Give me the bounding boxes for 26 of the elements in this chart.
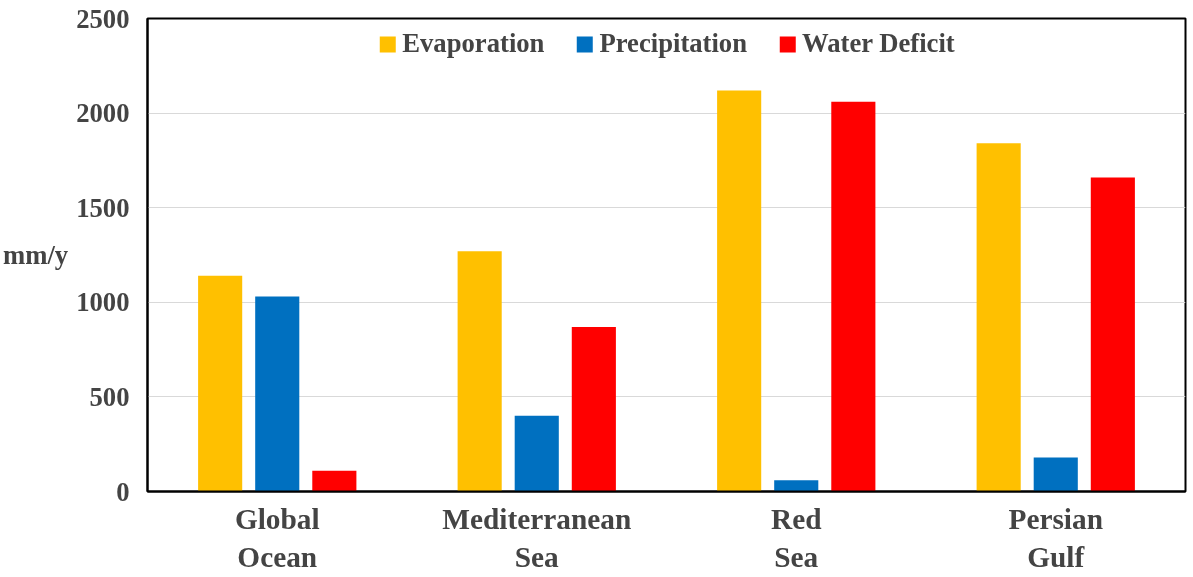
y-tick-label: 1000 — [76, 287, 130, 318]
bar — [976, 143, 1021, 492]
y-tick-label: 0 — [116, 476, 130, 507]
legend-label: Precipitation — [599, 28, 748, 59]
bar — [831, 101, 876, 492]
bar — [514, 415, 559, 492]
bar — [1090, 177, 1135, 492]
bar — [312, 470, 357, 492]
bar — [717, 90, 762, 492]
bar — [457, 251, 502, 492]
y-tick-label: 1500 — [76, 192, 130, 223]
x-tick-label: Global Ocean — [234, 502, 320, 573]
bar — [255, 296, 300, 492]
y-tick-label: 2500 — [76, 3, 130, 34]
x-tick-label: Mediterranean Sea — [442, 502, 632, 573]
legend-label: Evaporation — [402, 28, 545, 59]
legend-label: Water Deficit — [802, 28, 955, 59]
y-tick-label: 2000 — [76, 98, 130, 129]
x-tick-label: Persian Gulf — [1008, 502, 1104, 573]
bar — [1033, 457, 1078, 492]
bar — [774, 480, 819, 492]
y-axis-title: mm/y — [3, 240, 69, 270]
bar — [198, 275, 243, 492]
y-tick-label: 500 — [89, 381, 130, 412]
bar — [571, 326, 616, 492]
x-tick-label: Red Sea — [771, 502, 822, 573]
